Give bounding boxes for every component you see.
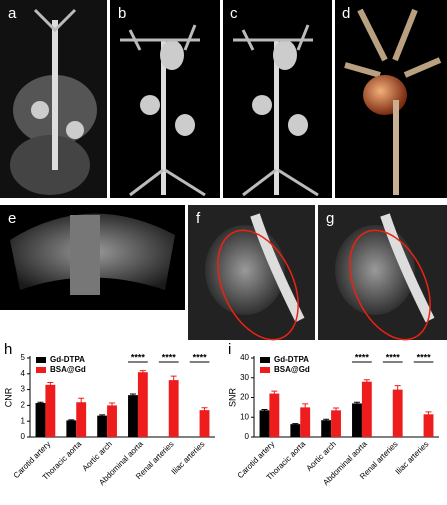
error-bar [129, 393, 136, 397]
panel-c-image [223, 0, 332, 198]
error-bar [37, 401, 44, 404]
y-tick-label: 10 [240, 412, 249, 421]
y-axis-label: CNR [3, 387, 13, 407]
error-bar [292, 423, 299, 425]
bar [76, 402, 87, 437]
bar [392, 389, 403, 437]
panel-label: h [4, 341, 12, 358]
panel-label: g [326, 210, 334, 227]
error-bar [201, 407, 208, 413]
bar [290, 424, 301, 437]
y-tick-label: 1 [21, 416, 26, 425]
error-bar [170, 375, 177, 385]
x-tick-label: Iliac arteries [170, 440, 207, 477]
bar [321, 420, 332, 437]
error-bar [353, 401, 360, 405]
bar [199, 410, 210, 437]
panel-label: i [228, 341, 231, 358]
legend-label: BSA@Gd [50, 365, 86, 374]
error-bar [139, 370, 146, 374]
panel-g-image [318, 205, 447, 341]
legend-label: Gd-DTPA [274, 355, 309, 364]
panel-label: e [8, 210, 16, 227]
panel-label: b [118, 5, 126, 22]
panel-b-image [110, 0, 220, 198]
panel-label: f [196, 210, 201, 227]
legend-label: BSA@Gd [274, 365, 310, 374]
bar [331, 410, 341, 437]
legend-swatch [36, 367, 46, 373]
error-bar [47, 381, 54, 388]
panel-label: d [342, 5, 350, 22]
panel-a-image [0, 0, 107, 198]
y-tick-label: 40 [240, 353, 249, 362]
significance-label: **** [355, 352, 370, 362]
error-bar [271, 390, 278, 396]
error-bar [261, 409, 268, 412]
legend-swatch [260, 357, 270, 363]
significance-label: **** [131, 352, 146, 362]
panel-label: c [230, 5, 238, 22]
y-tick-label: 30 [240, 373, 249, 382]
bar [168, 380, 179, 437]
bar [128, 395, 138, 437]
bar [66, 420, 77, 437]
error-bar [68, 419, 75, 421]
bar [423, 414, 434, 437]
legend-label: Gd-DTPA [50, 355, 85, 364]
y-tick-label: 0 [21, 432, 26, 441]
error-bar [394, 385, 401, 394]
legend-swatch [36, 357, 46, 363]
significance-label: **** [386, 352, 401, 362]
error-bar [302, 403, 309, 411]
y-axis-label: SNR [227, 388, 237, 408]
y-tick-label: 3 [21, 385, 26, 394]
panel-e-image [0, 205, 185, 310]
bar [137, 372, 148, 437]
error-bar [78, 397, 85, 407]
bar [361, 381, 372, 437]
error-bar [323, 418, 330, 422]
y-tick-label: 2 [21, 401, 26, 410]
y-tick-label: 5 [21, 353, 26, 362]
legend-swatch [260, 367, 270, 373]
significance-label: **** [417, 352, 432, 362]
error-bar [333, 407, 340, 413]
panel-f-image [188, 205, 315, 341]
x-tick-label: Iliac arteries [394, 440, 431, 477]
error-bar [363, 379, 370, 384]
bar [107, 405, 117, 437]
error-bar [99, 414, 106, 417]
significance-label: **** [162, 352, 177, 362]
significance-label: **** [193, 352, 208, 362]
y-tick-label: 0 [245, 432, 250, 441]
bar [45, 384, 56, 437]
bar [269, 393, 280, 437]
bar [259, 410, 270, 437]
y-tick-label: 4 [21, 369, 26, 378]
bar [300, 407, 311, 437]
bar [97, 415, 108, 437]
panel-d-image [335, 0, 447, 198]
error-bar [425, 411, 432, 417]
error-bar [109, 402, 116, 408]
bar [35, 403, 46, 437]
y-tick-label: 20 [240, 393, 249, 402]
bar [352, 403, 362, 437]
panel-label: a [8, 5, 17, 22]
